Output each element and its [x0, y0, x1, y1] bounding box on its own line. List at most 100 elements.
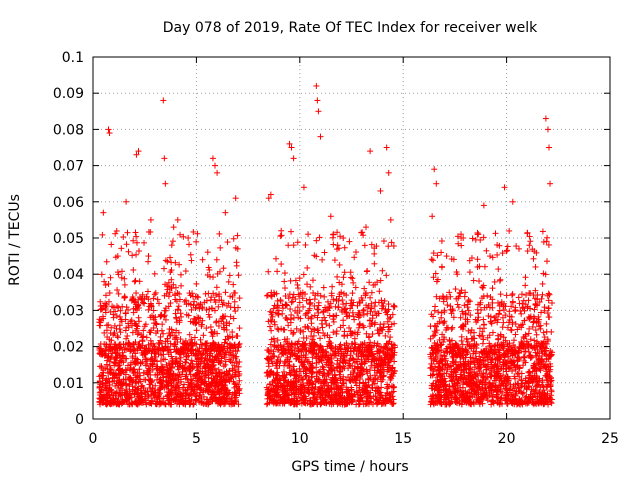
data-point — [479, 284, 486, 291]
data-point — [503, 292, 510, 299]
data-point — [119, 349, 126, 356]
y-tick-label: 0.01 — [53, 376, 84, 392]
y-tick-label: 0.02 — [53, 340, 84, 356]
data-point — [330, 318, 337, 325]
data-point — [132, 229, 139, 236]
data-point — [177, 310, 184, 317]
data-point — [216, 230, 223, 237]
data-point — [543, 258, 550, 265]
data-point — [108, 241, 115, 248]
data-point — [233, 259, 240, 266]
data-point — [290, 314, 297, 321]
data-point — [119, 268, 126, 275]
data-point — [234, 333, 241, 340]
data-point — [427, 323, 434, 330]
data-points — [96, 82, 556, 408]
data-point — [117, 329, 124, 336]
data-point — [213, 256, 220, 263]
data-point — [186, 241, 193, 248]
data-point — [304, 264, 311, 271]
x-tick-label: 5 — [192, 431, 201, 447]
data-point — [305, 325, 312, 332]
data-point — [116, 313, 123, 320]
data-point — [452, 286, 459, 293]
data-point — [107, 386, 114, 393]
data-point — [151, 270, 158, 277]
data-point — [375, 330, 382, 337]
x-tick-label: 10 — [291, 431, 309, 447]
data-point — [229, 293, 236, 300]
data-point — [162, 316, 169, 323]
data-point — [107, 274, 114, 281]
data-point — [331, 257, 338, 264]
data-point — [293, 325, 300, 332]
data-point — [329, 283, 336, 290]
data-point — [101, 329, 108, 336]
data-point — [509, 292, 516, 299]
data-point — [540, 238, 547, 245]
data-point — [347, 269, 354, 276]
data-point — [300, 334, 307, 341]
data-point — [499, 324, 506, 331]
data-point — [349, 290, 356, 297]
data-point — [160, 330, 167, 337]
data-point — [235, 272, 242, 279]
data-point — [300, 303, 307, 310]
x-tick-label: 15 — [394, 431, 412, 447]
data-point — [160, 97, 167, 104]
data-point — [187, 251, 194, 258]
data-point — [545, 297, 552, 304]
data-point — [268, 327, 275, 334]
data-point — [129, 252, 136, 259]
data-point — [511, 308, 518, 315]
data-point — [341, 269, 348, 276]
y-tick-label: 0.1 — [62, 50, 84, 66]
data-point — [444, 302, 451, 309]
data-point — [316, 234, 323, 241]
y-tick-label: 0.05 — [53, 231, 84, 247]
data-point — [314, 306, 321, 313]
data-point — [476, 332, 483, 339]
data-point — [202, 290, 209, 297]
data-point — [319, 324, 326, 331]
data-point — [177, 271, 184, 278]
data-point — [548, 300, 555, 307]
data-point — [105, 321, 112, 328]
data-point — [231, 298, 238, 305]
data-point — [438, 238, 445, 245]
data-point — [193, 280, 200, 287]
data-point — [348, 274, 355, 281]
data-point — [431, 307, 438, 314]
data-point — [130, 266, 137, 273]
data-point — [352, 284, 359, 291]
data-point — [200, 332, 207, 339]
data-point — [497, 276, 504, 283]
data-point — [435, 309, 442, 316]
data-point — [265, 268, 272, 275]
data-point — [318, 320, 325, 327]
data-point — [429, 257, 436, 264]
data-point — [190, 228, 197, 235]
data-point — [156, 300, 163, 307]
data-point — [230, 281, 237, 288]
data-point — [287, 319, 294, 326]
data-point — [287, 277, 294, 284]
data-point — [96, 347, 103, 354]
data-point — [336, 261, 343, 268]
data-point — [125, 306, 132, 313]
data-point — [131, 278, 138, 285]
tick-labels: 0 5 10 15 20 2500.010.020.030.040.050.060.070… — [53, 50, 619, 447]
data-point — [182, 268, 189, 275]
data-point — [515, 294, 522, 301]
data-point — [146, 384, 153, 391]
data-point — [162, 180, 169, 187]
data-point — [313, 82, 320, 89]
data-point — [126, 381, 133, 388]
data-point — [188, 357, 195, 364]
data-point — [154, 296, 161, 303]
data-point — [124, 229, 131, 236]
data-point — [118, 274, 125, 281]
data-point — [455, 304, 462, 311]
data-point — [209, 274, 216, 281]
data-point — [428, 256, 435, 263]
